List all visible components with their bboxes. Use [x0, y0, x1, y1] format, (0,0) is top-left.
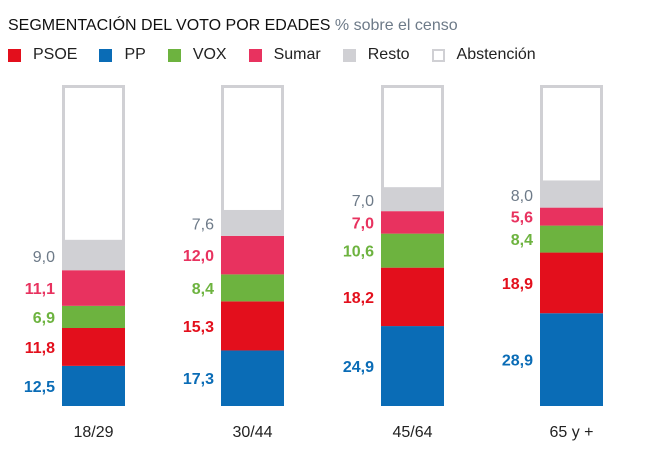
legend-label: Abstención [456, 46, 536, 63]
data-label-pp: 28,9 [502, 353, 533, 370]
legend-swatch [431, 48, 445, 62]
data-label-resto: 9,0 [33, 249, 55, 266]
bar-segment-psoe [381, 267, 444, 327]
legend-swatch [248, 48, 262, 62]
bar-segment-vox [540, 225, 603, 253]
data-label-psoe: 15,3 [183, 319, 214, 336]
bar-group-65-y-: 28,9 18,9 8,4 5,6 8,0 65 y + [502, 85, 603, 441]
bar-segment-vox [221, 274, 284, 302]
data-label-sumar: 5,6 [511, 210, 533, 227]
x-tick-label: 65 y + [549, 424, 593, 441]
legend-swatch [99, 48, 113, 62]
data-label-resto: 8,0 [511, 188, 533, 205]
x-tick-label: 45/64 [392, 424, 432, 441]
legend-swatch [8, 48, 21, 62]
data-label-sumar: 12,0 [183, 248, 214, 265]
bar-group-18-29: 12,5 11,8 6,9 11,1 9,0 18/29 [24, 85, 125, 441]
data-label-resto: 7,6 [192, 217, 214, 234]
bar-segment-pp [221, 350, 284, 406]
bar-segment-abstención [62, 85, 125, 243]
legend-item-resto: Resto [342, 46, 410, 64]
data-label-vox: 10,6 [343, 244, 374, 261]
data-label-psoe: 11,8 [25, 340, 55, 357]
bar-segment-pp [62, 365, 125, 406]
bar-segment-abstención [221, 85, 284, 213]
x-tick-label: 30/44 [232, 424, 272, 441]
data-label-sumar: 7,0 [352, 215, 374, 232]
data-label-sumar: 11,1 [25, 281, 55, 298]
bar-segment-resto [381, 188, 444, 212]
bar-segment-pp [381, 326, 444, 406]
legend-swatch [167, 48, 181, 62]
legend-swatch [342, 48, 356, 62]
chart-subtitle: % sobre el censo [334, 17, 458, 34]
bar-group-45-64: 24,9 18,2 10,6 7,0 7,0 45/64 [343, 85, 444, 441]
data-label-vox: 6,9 [33, 310, 55, 327]
bar-group-30-44: 17,3 15,3 8,4 12,0 7,6 30/44 [183, 85, 284, 441]
data-label-psoe: 18,2 [343, 290, 374, 307]
bar-segment-psoe [62, 327, 125, 366]
legend-item-pp: PP [99, 46, 146, 64]
bar-segment-resto [62, 241, 125, 271]
data-label-resto: 7,0 [352, 193, 374, 210]
chart-title: SEGMENTACIÓN DEL VOTO POR EDADES % sobre… [8, 17, 458, 35]
data-label-psoe: 18,9 [502, 276, 533, 293]
data-label-pp: 24,9 [343, 359, 374, 376]
legend-label: Sumar [273, 46, 321, 63]
bar-segment-sumar [540, 207, 603, 226]
bar-segment-sumar [221, 235, 284, 275]
legend-item-vox: VOX [167, 46, 227, 64]
data-label-pp: 12,5 [24, 379, 55, 396]
bar-segment-sumar [381, 211, 444, 234]
chart-title-text: SEGMENTACIÓN DEL VOTO POR EDADES [8, 17, 331, 34]
data-label-vox: 8,4 [192, 281, 214, 298]
bar-segment-vox [62, 305, 125, 328]
bar-segment-abstención [381, 85, 444, 191]
bar-segment-resto [221, 211, 284, 236]
bar-segment-resto [540, 181, 603, 208]
bar-segment-pp [540, 313, 603, 406]
data-label-vox: 8,4 [511, 232, 533, 249]
legend-label: Resto [367, 46, 410, 63]
x-tick-label: 18/29 [73, 424, 113, 441]
bar-segment-abstención [540, 85, 603, 184]
legend-label: PSOE [33, 46, 78, 63]
legend-item-abstención: Abstención [431, 46, 536, 64]
legend: PSOE PP VOX Sumar Resto Abstención [8, 46, 558, 64]
data-label-pp: 17,3 [183, 371, 214, 388]
bar-segment-vox [381, 233, 444, 268]
legend-item-sumar: Sumar [248, 46, 321, 64]
legend-label: PP [124, 46, 146, 63]
legend-label: VOX [192, 46, 227, 63]
bar-segment-psoe [540, 252, 603, 314]
legend-item-psoe: PSOE [8, 46, 77, 64]
bar-segment-psoe [221, 301, 284, 351]
bar-segment-sumar [62, 270, 125, 306]
